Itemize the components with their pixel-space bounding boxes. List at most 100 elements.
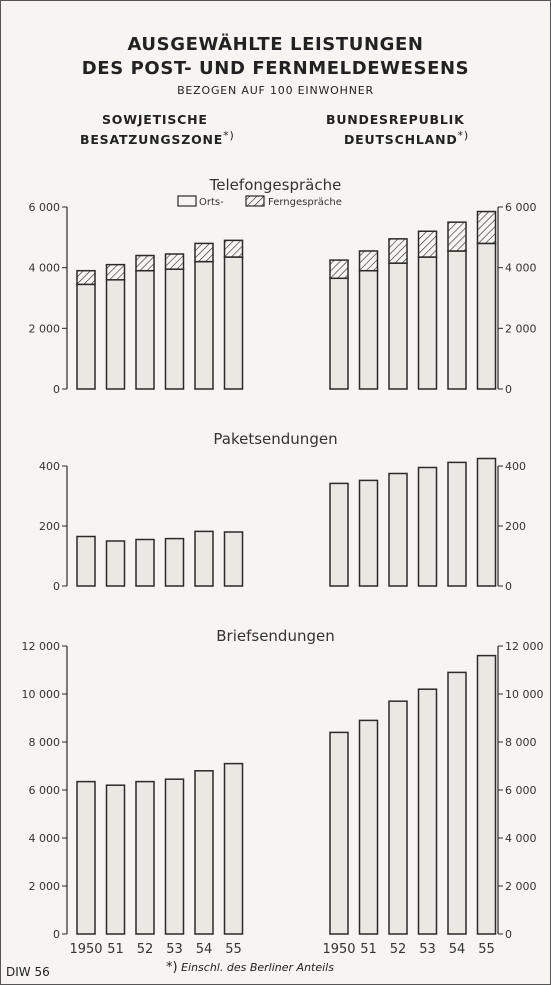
- chart3-bar: [194, 530, 214, 587]
- chart1-y-tick-label: 0: [53, 383, 60, 396]
- source-label: DIW 56: [6, 965, 50, 979]
- chart6-bar: [329, 731, 349, 935]
- chart1-bar-fern: [223, 239, 244, 258]
- chart6-y-tick-label: 6 000: [505, 784, 537, 797]
- chart6-y-tick-label: 10 000: [505, 688, 544, 701]
- chart1-bar-orts: [105, 279, 126, 390]
- chart1-bar-fern: [105, 263, 126, 281]
- legend-swatch-fern: [245, 195, 265, 207]
- chart2-bar-fern: [388, 238, 408, 264]
- footnote: *) Einschl. des Berliner Anteils: [166, 960, 334, 975]
- chart1-bar-orts: [164, 268, 185, 390]
- chart5-bar: [194, 770, 214, 935]
- chart4-bar: [447, 461, 467, 587]
- footnote-mark: *): [166, 960, 178, 975]
- chart2-bar-fern: [358, 250, 379, 272]
- chart5-y-tick-label: 8 000: [29, 736, 61, 749]
- chart1-y-tick-label: 6 000: [29, 201, 61, 214]
- chart2-y-tick-label: 6 000: [505, 201, 537, 214]
- chart3-bar: [164, 537, 185, 587]
- chart2-bar-fern: [447, 221, 467, 252]
- chart4-y-tick-label: 200: [505, 520, 526, 533]
- chart1-bar-orts: [76, 283, 96, 390]
- chart6-x-tick-label: 1950: [322, 942, 355, 957]
- chart5-bar: [223, 762, 244, 935]
- chart2-y-tick-label: 2 000: [505, 322, 537, 335]
- right-region-label: BUNDESREPUBLIK DEUTSCHLAND*): [326, 112, 469, 148]
- chart6-bar: [417, 688, 438, 935]
- chart1-y-tick-label: 4 000: [29, 262, 61, 275]
- chart6-x-tick-label: 54: [449, 942, 466, 957]
- chart5-bar: [105, 784, 126, 935]
- chart4-bar: [476, 457, 497, 587]
- left-region-label: SOWJETISCHE BESATZUNGSZONE*): [80, 112, 235, 148]
- chart6-y-tick-label: 4 000: [505, 832, 537, 845]
- chart1-bar-fern: [76, 269, 96, 286]
- legend-swatch-orts: [177, 195, 197, 207]
- chart5-y-tick-label: 10 000: [22, 688, 61, 701]
- chart3-bar: [76, 535, 96, 587]
- chart3-bar: [223, 531, 244, 587]
- right-region-line1: BUNDESREPUBLIK: [326, 112, 465, 127]
- chart-title-line2: DES POST- UND FERNMELDEWESENS: [81, 58, 470, 79]
- chart4-bar: [417, 466, 438, 587]
- chart5-bar: [76, 780, 96, 935]
- chart3-y-tick-label: 400: [39, 460, 60, 473]
- chart-title-line1: AUSGEWÄHLTE LEISTUNGEN: [127, 34, 424, 55]
- chart2-bar-fern: [329, 259, 349, 280]
- chart4-bar: [358, 479, 379, 587]
- chart5-x-tick-label: 53: [166, 942, 183, 957]
- chart1-bar-fern: [135, 254, 155, 272]
- chart5-title: Briefsendungen: [216, 627, 334, 645]
- chart5-y-tick-label: 2 000: [29, 880, 61, 893]
- chart4-bar: [329, 482, 349, 587]
- chart6-y-tick-label: 12 000: [505, 640, 544, 653]
- chart6-bar: [447, 671, 467, 935]
- chart2-bar-orts: [417, 256, 438, 390]
- chart4-y-tick-label: 400: [505, 460, 526, 473]
- chart5-y-tick-label: 0: [53, 928, 60, 941]
- right-region-note-mark: *): [457, 129, 469, 142]
- chart5-x-tick-label: 54: [196, 942, 213, 957]
- chart2-bar-fern: [476, 210, 497, 245]
- chart1-y-tick-label: 2 000: [29, 322, 61, 335]
- chart1-bar-fern: [164, 253, 185, 270]
- chart2-bar-orts: [329, 277, 349, 390]
- chart3-y-tick-label: 200: [39, 520, 60, 533]
- chart5-bar: [135, 780, 155, 935]
- footnote-text: Einschl. des Berliner Anteils: [181, 961, 334, 974]
- left-region-line1: SOWJETISCHE: [102, 112, 208, 127]
- right-region-line2: DEUTSCHLAND: [344, 132, 458, 148]
- chart6-x-tick-label: 51: [360, 942, 377, 957]
- chart2-y-tick-label: 0: [505, 383, 512, 396]
- chart-subtitle: BEZOGEN AUF 100 EINWOHNER: [177, 84, 374, 97]
- chart1-bar-orts: [223, 256, 244, 390]
- chart3-bar: [105, 540, 126, 587]
- left-region-line2: BESATZUNGSZONE: [80, 132, 224, 148]
- chart6-x-tick-label: 53: [419, 942, 436, 957]
- chart5-y-tick-label: 6 000: [29, 784, 61, 797]
- chart5-x-tick-label: 1950: [69, 942, 102, 957]
- legend-label-fern: Ferngespräche: [268, 197, 342, 208]
- legend-label-orts: Orts-: [199, 197, 224, 208]
- chart2-bar-orts: [447, 250, 467, 390]
- chart2-y-tick-label: 4 000: [505, 262, 537, 275]
- chart2-bar-orts: [388, 262, 408, 390]
- chart4-bar: [388, 472, 408, 587]
- chart1-bar-orts: [194, 260, 214, 390]
- chart1-bar-orts: [135, 269, 155, 390]
- chart2-bar-orts: [476, 242, 497, 390]
- chart1-title: Telefongespräche: [209, 176, 342, 194]
- chart6-y-tick-label: 0: [505, 928, 512, 941]
- chart5-x-tick-label: 51: [107, 942, 124, 957]
- chart6-bar: [358, 719, 379, 935]
- chart2-bar-orts: [358, 269, 379, 390]
- left-region-note-mark: *): [223, 129, 235, 142]
- chart5-x-tick-label: 52: [137, 942, 154, 957]
- chart3-bar: [135, 538, 155, 587]
- chart4-y-tick-label: 0: [505, 580, 512, 593]
- chart6-x-tick-label: 55: [478, 942, 495, 957]
- chart6-y-tick-label: 8 000: [505, 736, 537, 749]
- chart6-x-tick-label: 52: [390, 942, 407, 957]
